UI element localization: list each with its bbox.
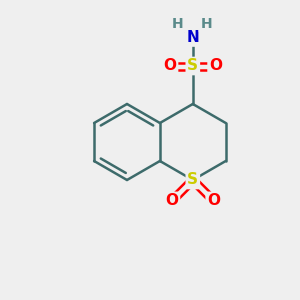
Text: N: N — [186, 30, 199, 45]
Text: O: O — [207, 194, 220, 208]
Text: S: S — [187, 58, 198, 74]
Text: O: O — [209, 58, 222, 74]
Text: O: O — [165, 194, 178, 208]
Text: S: S — [187, 172, 198, 188]
Text: O: O — [164, 58, 176, 74]
Text: H: H — [172, 17, 183, 31]
Text: H: H — [200, 17, 212, 31]
